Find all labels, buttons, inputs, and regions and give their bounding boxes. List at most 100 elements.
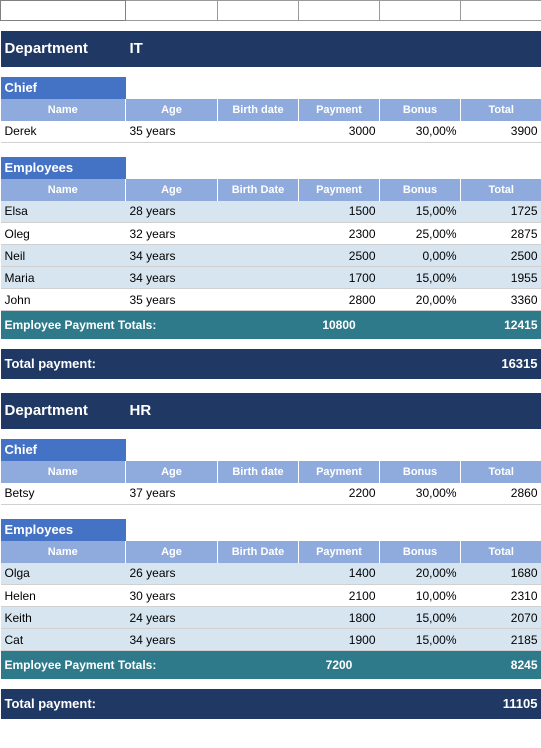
fx-cell[interactable] (218, 1, 299, 21)
cell[interactable]: 2500 (461, 245, 541, 267)
cell[interactable]: 32 years (126, 223, 218, 245)
cell[interactable]: 2185 (461, 629, 541, 651)
cell[interactable]: 1700 (299, 267, 380, 289)
cell[interactable]: 2875 (461, 223, 541, 245)
fx-cell[interactable] (380, 1, 461, 21)
table-row[interactable]: Betsy 37 years 2200 30,00% 2860 (1, 483, 541, 505)
emp-columns: Name Age Birth Date Payment Bonus Total (1, 179, 541, 201)
cell[interactable] (218, 607, 299, 629)
cell[interactable] (218, 289, 299, 311)
emp-totals-row: Employee Payment Totals: 10800 12415 (1, 311, 541, 339)
cell[interactable]: 2070 (461, 607, 541, 629)
cell[interactable]: 2500 (299, 245, 380, 267)
cell[interactable]: 1725 (461, 201, 541, 223)
col-payment: Payment (299, 179, 380, 201)
cell[interactable]: Olga (1, 563, 126, 585)
cell[interactable] (218, 121, 299, 143)
cell[interactable]: 15,00% (380, 201, 461, 223)
cell[interactable]: 34 years (126, 267, 218, 289)
cell[interactable]: 10,00% (380, 585, 461, 607)
cell[interactable]: Betsy (1, 483, 126, 505)
cell[interactable]: 30,00% (380, 483, 461, 505)
cell[interactable]: Oleg (1, 223, 126, 245)
col-payment: Payment (299, 461, 380, 483)
col-bonus: Bonus (380, 461, 461, 483)
cell[interactable]: 2860 (461, 483, 541, 505)
table-row[interactable]: Cat 34 years 1900 15,00% 2185 (1, 629, 541, 651)
cell[interactable]: 34 years (126, 245, 218, 267)
emp-columns: Name Age Birth Date Payment Bonus Total (1, 541, 541, 563)
col-name: Name (1, 461, 126, 483)
cell[interactable]: 26 years (126, 563, 218, 585)
cell[interactable]: 1680 (461, 563, 541, 585)
table-row[interactable]: John 35 years 2800 20,00% 3360 (1, 289, 541, 311)
cell[interactable] (218, 201, 299, 223)
cell[interactable]: 30 years (126, 585, 218, 607)
cell[interactable]: Cat (1, 629, 126, 651)
cell[interactable]: 2310 (461, 585, 541, 607)
cell[interactable]: 1800 (299, 607, 380, 629)
col-bonus: Bonus (380, 99, 461, 121)
table-row[interactable]: Olga 26 years 1400 20,00% 1680 (1, 563, 541, 585)
col-bonus: Bonus (380, 541, 461, 563)
cell[interactable]: Elsa (1, 201, 126, 223)
chief-columns: Name Age Birth date Payment Bonus Total (1, 99, 541, 121)
cell[interactable]: 3900 (461, 121, 541, 143)
name-box[interactable] (1, 1, 126, 21)
table-row[interactable]: Oleg 32 years 2300 25,00% 2875 (1, 223, 541, 245)
cell[interactable]: Neil (1, 245, 126, 267)
cell[interactable]: Helen (1, 585, 126, 607)
cell[interactable] (218, 629, 299, 651)
employees-label: Employees (1, 157, 126, 179)
fx-cell[interactable] (299, 1, 380, 21)
cell[interactable]: Derek (1, 121, 126, 143)
cell[interactable]: 15,00% (380, 629, 461, 651)
cell[interactable]: 2800 (299, 289, 380, 311)
cell[interactable]: 2100 (299, 585, 380, 607)
cell[interactable]: 1955 (461, 267, 541, 289)
cell[interactable]: John (1, 289, 126, 311)
table-row[interactable]: Helen 30 years 2100 10,00% 2310 (1, 585, 541, 607)
cell[interactable]: 25,00% (380, 223, 461, 245)
cell[interactable]: 37 years (126, 483, 218, 505)
table-row[interactable]: Maria 34 years 1700 15,00% 1955 (1, 267, 541, 289)
cell[interactable] (218, 585, 299, 607)
cell[interactable]: 1400 (299, 563, 380, 585)
cell[interactable]: 28 years (126, 201, 218, 223)
cell[interactable] (218, 245, 299, 267)
chief-columns: Name Age Birth date Payment Bonus Total (1, 461, 541, 483)
table-row[interactable]: Elsa 28 years 1500 15,00% 1725 (1, 201, 541, 223)
cell[interactable]: 15,00% (380, 267, 461, 289)
fx-cell[interactable] (126, 1, 218, 21)
formula-bar[interactable] (1, 1, 541, 21)
cell[interactable] (218, 483, 299, 505)
cell[interactable] (218, 223, 299, 245)
cell[interactable] (218, 563, 299, 585)
cell[interactable]: 34 years (126, 629, 218, 651)
cell[interactable]: 3360 (461, 289, 541, 311)
cell[interactable]: Keith (1, 607, 126, 629)
cell[interactable]: 2300 (299, 223, 380, 245)
dept-name: IT (126, 31, 541, 67)
cell[interactable]: 35 years (126, 289, 218, 311)
cell[interactable]: 20,00% (380, 563, 461, 585)
cell[interactable]: 2200 (299, 483, 380, 505)
table-row[interactable]: Neil 34 years 2500 0,00% 2500 (1, 245, 541, 267)
cell[interactable]: 24 years (126, 607, 218, 629)
cell[interactable]: Maria (1, 267, 126, 289)
cell[interactable]: 30,00% (380, 121, 461, 143)
cell[interactable]: 15,00% (380, 607, 461, 629)
fx-cell[interactable] (461, 1, 541, 21)
cell[interactable]: 1900 (299, 629, 380, 651)
cell[interactable]: 0,00% (380, 245, 461, 267)
table-row[interactable]: Keith 24 years 1800 15,00% 2070 (1, 607, 541, 629)
table-row[interactable]: Derek 35 years 3000 30,00% 3900 (1, 121, 541, 143)
dept-header: Department HR (1, 393, 541, 429)
cell[interactable]: 1500 (299, 201, 380, 223)
cell[interactable]: 35 years (126, 121, 218, 143)
cell[interactable] (218, 267, 299, 289)
col-birth: Birth Date (218, 541, 299, 563)
cell[interactable]: 20,00% (380, 289, 461, 311)
cell[interactable]: 3000 (299, 121, 380, 143)
emp-totals-row: Employee Payment Totals: 7200 8245 (1, 651, 541, 679)
